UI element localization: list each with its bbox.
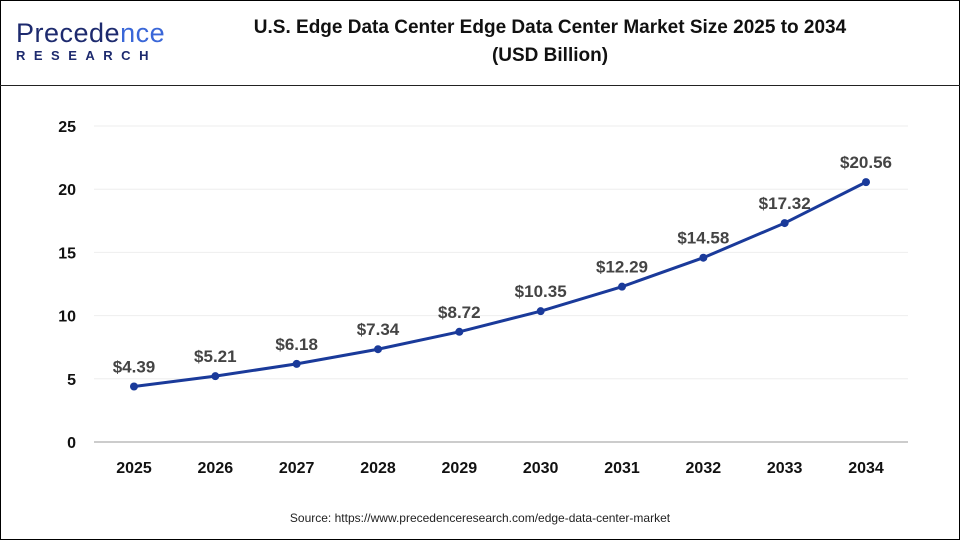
x-tick-label: 2025 bbox=[116, 460, 152, 477]
data-label: $6.18 bbox=[275, 335, 318, 354]
x-tick-label: 2033 bbox=[767, 460, 803, 477]
title-line-2: (USD Billion) bbox=[491, 45, 609, 66]
data-point bbox=[130, 382, 138, 391]
data-point bbox=[211, 372, 220, 381]
data-point bbox=[374, 345, 382, 354]
data-point bbox=[536, 307, 545, 316]
x-tick-label: 2032 bbox=[686, 460, 722, 477]
data-label: $14.58 bbox=[677, 229, 729, 248]
data-label: $5.21 bbox=[194, 347, 237, 366]
data-point bbox=[699, 253, 708, 262]
data-label: $20.56 bbox=[840, 153, 892, 172]
data-point bbox=[455, 327, 464, 336]
data-label: $8.72 bbox=[438, 303, 481, 322]
y-tick-label: 10 bbox=[58, 309, 76, 326]
x-tick-label: 2028 bbox=[360, 460, 396, 477]
chart-title: U.S. Edge Data Center Edge Data Center M… bbox=[200, 14, 900, 70]
y-tick-label: 25 bbox=[58, 119, 76, 136]
header: Precedence RESEARCH U.S. Edge Data Cente… bbox=[0, 0, 960, 86]
x-tick-label: 2026 bbox=[198, 460, 234, 477]
data-point bbox=[780, 219, 789, 228]
x-tick-label: 2034 bbox=[848, 460, 884, 477]
x-tick-label: 2030 bbox=[523, 460, 559, 477]
y-tick-label: 5 bbox=[67, 372, 76, 389]
data-point bbox=[618, 282, 626, 291]
data-point bbox=[292, 359, 301, 368]
data-label: $10.35 bbox=[515, 282, 567, 301]
x-tick-label: 2029 bbox=[442, 460, 478, 477]
x-tick-label: 2027 bbox=[279, 460, 315, 477]
x-tick-label: 2031 bbox=[604, 460, 640, 477]
y-tick-label: 15 bbox=[58, 245, 76, 262]
source-note: Source: https://www.precedenceresearch.c… bbox=[289, 511, 671, 525]
data-label: $4.39 bbox=[113, 358, 156, 377]
title-line-1: U.S. Edge Data Center Edge Data Center M… bbox=[253, 17, 847, 38]
y-tick-label: 20 bbox=[58, 182, 76, 199]
data-label: $17.32 bbox=[759, 194, 811, 213]
series-line bbox=[133, 180, 867, 388]
y-tick-label: 0 bbox=[67, 435, 76, 452]
data-label: $7.34 bbox=[357, 320, 400, 339]
data-label: $12.29 bbox=[596, 258, 648, 277]
precedence-research-logo: Precedence RESEARCH bbox=[16, 18, 166, 64]
data-point bbox=[862, 178, 870, 187]
